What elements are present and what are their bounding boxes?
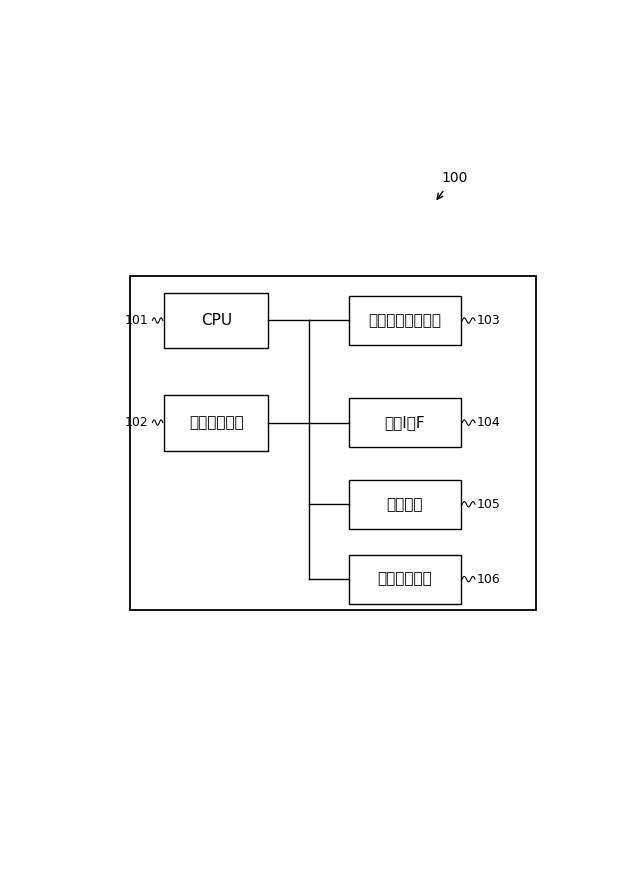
Text: 103: 103: [477, 314, 500, 327]
Text: 104: 104: [477, 416, 500, 429]
Text: 105: 105: [477, 498, 500, 511]
Text: 102: 102: [125, 416, 148, 429]
Bar: [164, 394, 269, 451]
Bar: [349, 296, 461, 345]
Bar: [349, 554, 461, 604]
Bar: [349, 398, 461, 447]
Text: 106: 106: [477, 573, 500, 586]
Text: 表示機構: 表示機構: [387, 497, 423, 512]
Text: 100: 100: [442, 171, 468, 185]
Bar: [164, 293, 269, 348]
Bar: [349, 480, 461, 529]
Bar: [129, 276, 536, 610]
Text: 101: 101: [125, 314, 148, 327]
Text: CPU: CPU: [201, 313, 232, 328]
Text: 入力デバイス: 入力デバイス: [378, 572, 432, 587]
Text: メインメモリ: メインメモリ: [189, 415, 244, 431]
Text: 通信I／F: 通信I／F: [385, 415, 425, 431]
Text: 磁気ディスク装置: 磁気ディスク装置: [369, 313, 442, 328]
